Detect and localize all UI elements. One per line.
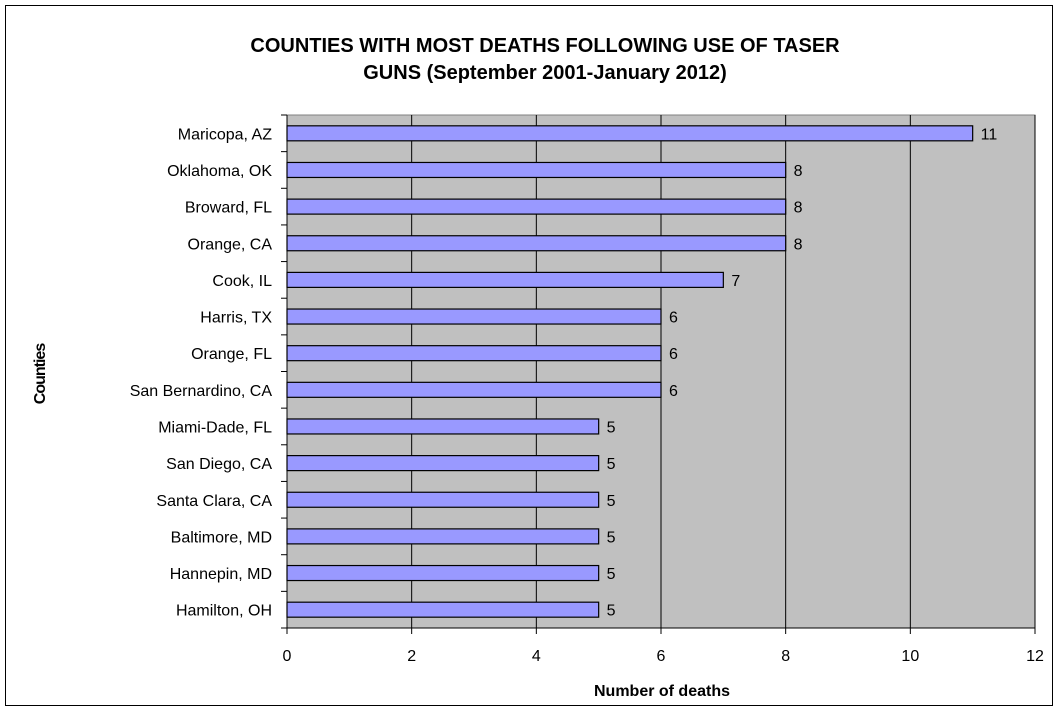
y-category-label: Cook, IL xyxy=(212,273,272,290)
x-tick-label: 12 xyxy=(1026,648,1044,665)
bar xyxy=(286,125,974,142)
bar xyxy=(286,564,600,582)
y-category-label: Maricopa, AZ xyxy=(178,126,272,143)
y-category-label: Baltimore, MD xyxy=(171,529,272,546)
data-label: 6 xyxy=(669,310,678,327)
x-tick-label: 0 xyxy=(283,648,292,665)
data-label: 11 xyxy=(981,126,998,143)
y-category-label: Hamilton, OH xyxy=(176,603,272,620)
y-category-label: San Bernardino, CA xyxy=(130,383,273,400)
x-tick-label: 10 xyxy=(901,648,919,665)
y-category-label: Santa Clara, CA xyxy=(156,493,272,510)
bar xyxy=(286,528,600,545)
chart-title-line-2: GUNS (September 2001-January 2012) xyxy=(363,62,727,84)
y-category-label: Oklahoma, OK xyxy=(167,163,272,180)
bar xyxy=(286,345,662,362)
chart-title-line-1: COUNTIES WITH MOST DEATHS FOLLOWING USE … xyxy=(250,35,840,57)
y-category-label: Miami-Dade, FL xyxy=(158,419,272,436)
axes: 0 2 4 6 8 10 12 Maricopa, AZ Oklahoma, OK Broward… xyxy=(130,114,1044,665)
y-category-label: Orange, FL xyxy=(191,346,272,363)
data-label: 6 xyxy=(669,346,678,363)
data-label: 5 xyxy=(607,493,616,510)
data-label: 5 xyxy=(607,603,616,620)
y-category-label: Broward, FL xyxy=(185,200,272,217)
x-tick-label: 2 xyxy=(407,648,416,665)
bar xyxy=(286,455,600,472)
bars: 11 8 8 8 7 6 6 6 5 5 5 5 5 5 xyxy=(286,125,998,620)
bar xyxy=(286,491,600,508)
x-tick-label: 6 xyxy=(657,648,666,665)
bar xyxy=(286,418,600,435)
bar xyxy=(286,381,662,398)
x-tick-label: 8 xyxy=(781,648,790,665)
bar xyxy=(286,308,662,325)
data-label: 8 xyxy=(794,236,803,253)
bar xyxy=(286,198,787,215)
data-label: 5 xyxy=(607,419,616,436)
bar xyxy=(286,601,600,618)
bar xyxy=(286,161,787,179)
data-label: 8 xyxy=(794,200,803,217)
y-category-label: San Diego, CA xyxy=(166,456,272,473)
data-label: 5 xyxy=(607,529,616,546)
x-tick-label: 4 xyxy=(532,648,541,665)
data-label: 8 xyxy=(794,163,803,180)
y-category-label: Harris, TX xyxy=(200,310,272,327)
y-axis-title: Counties xyxy=(32,343,49,405)
bar xyxy=(286,271,724,288)
y-category-label: Hannepin, MD xyxy=(170,566,272,583)
data-label: 6 xyxy=(669,383,678,400)
bar xyxy=(286,235,787,252)
data-label: 7 xyxy=(731,273,740,290)
y-category-label: Orange, CA xyxy=(188,236,273,253)
data-label: 5 xyxy=(607,456,616,473)
x-axis-title: Number of deaths xyxy=(594,683,730,700)
data-label: 5 xyxy=(607,566,616,583)
